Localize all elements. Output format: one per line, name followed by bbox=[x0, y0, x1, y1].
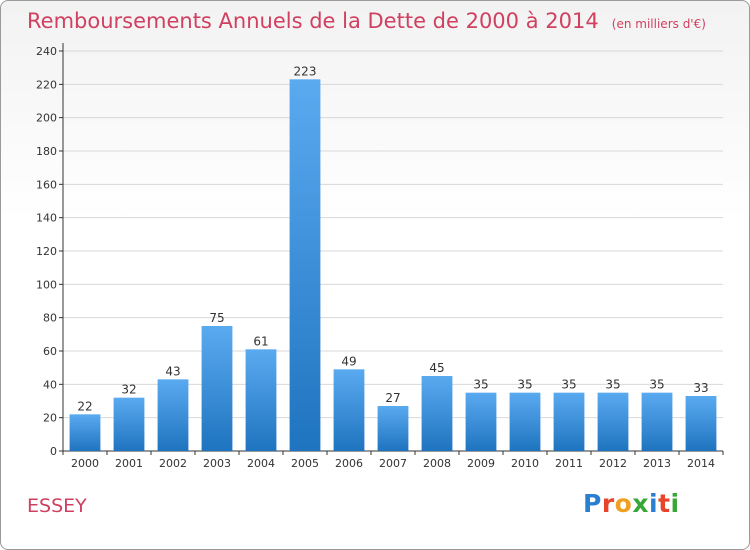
logo-letter: i bbox=[670, 489, 680, 518]
x-tick-label: 2002 bbox=[159, 457, 187, 470]
bar bbox=[289, 79, 321, 451]
y-tick-label: 120 bbox=[36, 245, 57, 258]
bar bbox=[333, 369, 365, 451]
data-label: 33 bbox=[693, 381, 708, 395]
bar bbox=[509, 392, 541, 451]
chart-unit: (en milliers d'€) bbox=[611, 17, 706, 31]
x-tick-label: 2008 bbox=[423, 457, 451, 470]
chart-title: Remboursements Annuels de la Dette de 20… bbox=[27, 9, 706, 33]
logo-letter: r bbox=[601, 489, 615, 518]
x-tick-label: 2003 bbox=[203, 457, 231, 470]
bar bbox=[421, 376, 453, 451]
bar bbox=[597, 392, 629, 451]
data-label: 75 bbox=[209, 311, 224, 325]
y-tick-label: 140 bbox=[36, 212, 57, 225]
x-tick-label: 2005 bbox=[291, 457, 319, 470]
y-tick-label: 200 bbox=[36, 112, 57, 125]
data-label: 61 bbox=[253, 334, 268, 348]
y-tick-label: 40 bbox=[43, 378, 57, 391]
x-tick-label: 2011 bbox=[555, 457, 583, 470]
data-label: 35 bbox=[517, 378, 532, 392]
data-label: 45 bbox=[429, 361, 444, 375]
data-label: 22 bbox=[77, 399, 92, 413]
bar bbox=[157, 379, 189, 451]
bar bbox=[377, 406, 409, 451]
x-tick-label: 2000 bbox=[71, 457, 99, 470]
bar bbox=[69, 414, 101, 451]
data-label: 32 bbox=[121, 383, 136, 397]
x-tick-label: 2009 bbox=[467, 457, 495, 470]
y-tick-label: 60 bbox=[43, 345, 57, 358]
x-tick-label: 2007 bbox=[379, 457, 407, 470]
bar bbox=[685, 396, 717, 451]
data-label: 35 bbox=[605, 378, 620, 392]
x-tick-label: 2004 bbox=[247, 457, 275, 470]
bar bbox=[201, 326, 233, 451]
data-label: 35 bbox=[473, 378, 488, 392]
bar bbox=[553, 392, 585, 451]
logo-letter: t bbox=[658, 489, 671, 518]
data-label: 35 bbox=[649, 378, 664, 392]
y-tick-label: 220 bbox=[36, 78, 57, 91]
proxiti-logo: Proxiti bbox=[583, 489, 680, 518]
chart-title-text: Remboursements Annuels de la Dette de 20… bbox=[27, 9, 599, 33]
bar bbox=[113, 397, 145, 451]
logo-letter: o bbox=[614, 489, 633, 518]
bar bbox=[245, 349, 277, 451]
y-tick-label: 0 bbox=[50, 445, 57, 458]
x-tick-label: 2014 bbox=[687, 457, 715, 470]
logo-letter: i bbox=[649, 489, 659, 518]
x-tick-label: 2010 bbox=[511, 457, 539, 470]
logo-letter: P bbox=[583, 489, 602, 518]
data-label: 35 bbox=[561, 378, 576, 392]
y-tick-label: 80 bbox=[43, 312, 57, 325]
data-label: 49 bbox=[341, 354, 356, 368]
y-tick-label: 180 bbox=[36, 145, 57, 158]
data-label: 27 bbox=[385, 391, 400, 405]
data-label: 223 bbox=[294, 64, 317, 78]
y-tick-label: 100 bbox=[36, 278, 57, 291]
bar bbox=[465, 392, 497, 451]
data-label: 43 bbox=[165, 364, 180, 378]
x-tick-label: 2013 bbox=[643, 457, 671, 470]
x-tick-label: 2006 bbox=[335, 457, 363, 470]
x-tick-label: 2012 bbox=[599, 457, 627, 470]
y-tick-label: 20 bbox=[43, 412, 57, 425]
y-tick-label: 160 bbox=[36, 178, 57, 191]
commune-name: ESSEY bbox=[27, 495, 87, 517]
x-tick-label: 2001 bbox=[115, 457, 143, 470]
logo-letter: x bbox=[632, 489, 649, 518]
bar bbox=[641, 392, 673, 451]
y-tick-label: 240 bbox=[36, 45, 57, 58]
